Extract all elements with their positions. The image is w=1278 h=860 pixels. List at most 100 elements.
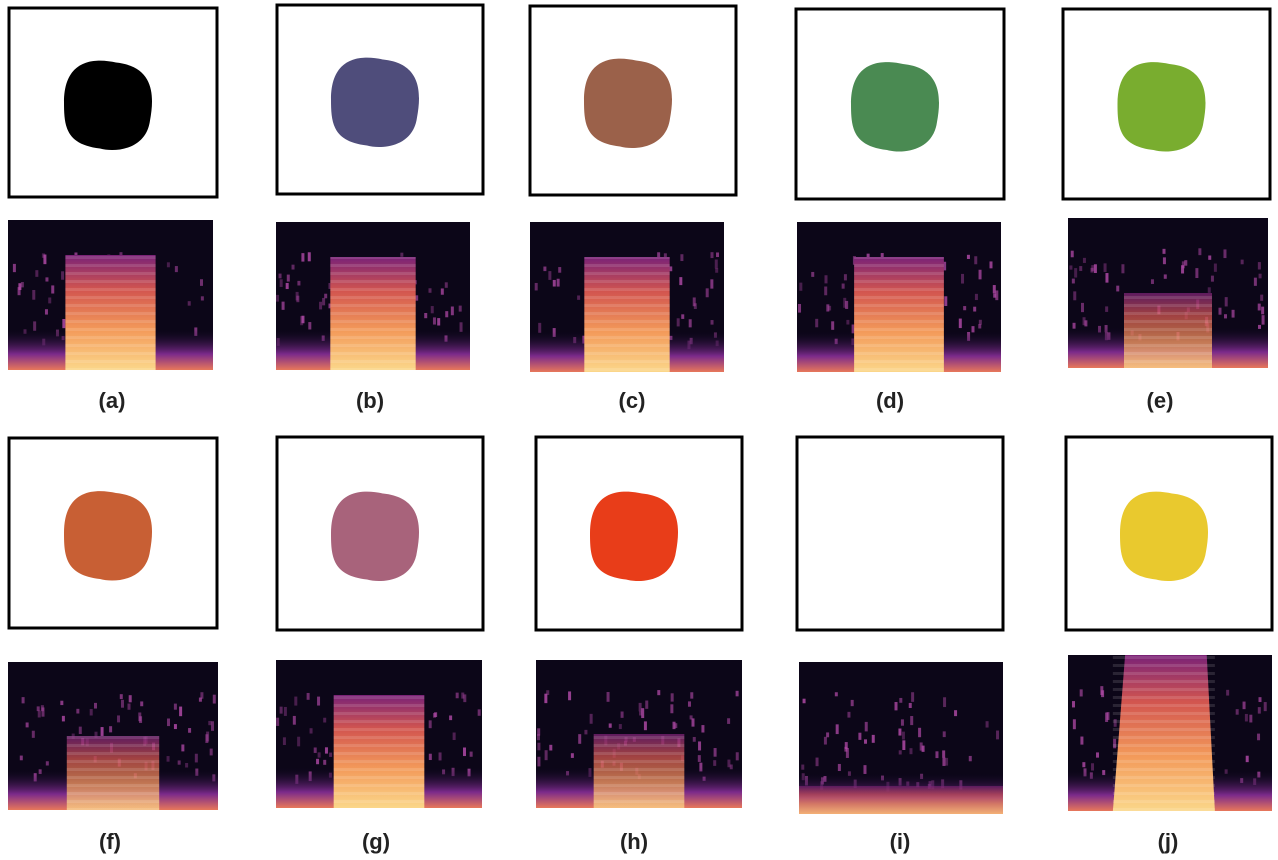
speck (959, 319, 962, 329)
speck (1260, 295, 1263, 301)
blob (64, 61, 152, 150)
speck (167, 756, 170, 762)
speck (324, 294, 327, 299)
harmonics (1113, 655, 1215, 811)
speck (188, 728, 191, 733)
speck (282, 302, 285, 310)
speck (1225, 297, 1228, 306)
speck (459, 306, 462, 312)
speck (548, 271, 551, 280)
speck (727, 718, 730, 724)
speck (451, 306, 454, 315)
speck (284, 707, 287, 716)
speck (1096, 752, 1099, 757)
speck (181, 744, 184, 751)
speck (1214, 264, 1217, 272)
speck (188, 301, 191, 306)
speck (179, 707, 182, 717)
speck (449, 715, 452, 720)
speck (858, 733, 861, 740)
speck (863, 765, 866, 774)
blob (64, 491, 152, 580)
harmonics (1124, 293, 1212, 368)
speck (323, 718, 326, 723)
speck (463, 694, 466, 702)
speck (276, 718, 279, 726)
blob (851, 62, 939, 151)
speck (535, 283, 538, 290)
speck (1073, 291, 1076, 300)
speck (38, 711, 41, 718)
speck (167, 262, 170, 267)
speck (1080, 689, 1083, 696)
speck (210, 749, 213, 756)
speck (32, 731, 35, 738)
speck (1208, 287, 1211, 293)
speck (1079, 266, 1082, 271)
speck (178, 760, 181, 764)
speck (1182, 261, 1185, 268)
speck (1073, 323, 1076, 329)
speck (325, 747, 328, 753)
speck (1073, 719, 1076, 729)
speck (681, 314, 684, 319)
panel-label: (e) (1147, 388, 1174, 413)
speck (478, 709, 481, 715)
speck (920, 742, 923, 750)
speck (954, 710, 957, 716)
speck (1257, 734, 1260, 741)
speck (996, 731, 999, 740)
panel-label: (d) (876, 388, 904, 413)
speck (710, 252, 713, 258)
speck (456, 693, 459, 699)
speck (42, 253, 45, 257)
speck (308, 322, 311, 329)
speck (301, 316, 304, 324)
speck (963, 306, 966, 310)
blob (1118, 62, 1206, 151)
speck (279, 274, 282, 279)
speck (1104, 263, 1107, 272)
speck (824, 737, 827, 745)
speck (463, 748, 466, 757)
speck (433, 317, 436, 324)
speck (621, 711, 624, 717)
speck (185, 763, 188, 768)
speck (690, 692, 693, 698)
speck (319, 302, 322, 310)
panel: (b) (276, 5, 483, 413)
speck (470, 752, 473, 757)
speck (961, 274, 964, 284)
speck (590, 714, 593, 724)
speck (716, 252, 719, 257)
speck (1208, 255, 1211, 259)
speck (825, 275, 828, 283)
speck (537, 757, 540, 767)
speck (568, 691, 571, 700)
speck (48, 297, 51, 303)
speck (213, 695, 216, 704)
figure: (a)(b)(c)(d)(e)(f)(g)(h)(i)(j) (0, 0, 1278, 860)
speck (815, 319, 818, 327)
speck (736, 691, 739, 697)
speck (971, 326, 974, 332)
speck (577, 295, 580, 299)
harmonics (65, 255, 155, 370)
speck (557, 279, 560, 287)
speck (543, 267, 546, 272)
speck (1121, 264, 1124, 273)
speck (45, 277, 48, 281)
speck (280, 279, 283, 287)
speck (1198, 248, 1201, 255)
speck (1163, 249, 1166, 254)
speck (45, 309, 48, 314)
speck (205, 734, 208, 743)
harmonics (584, 257, 669, 372)
speck (90, 709, 93, 715)
speck (851, 700, 854, 706)
speck (901, 719, 904, 725)
speck (1091, 763, 1094, 770)
panel-label: (b) (356, 388, 384, 413)
blob (590, 492, 678, 581)
panel-label: (g) (362, 829, 390, 854)
